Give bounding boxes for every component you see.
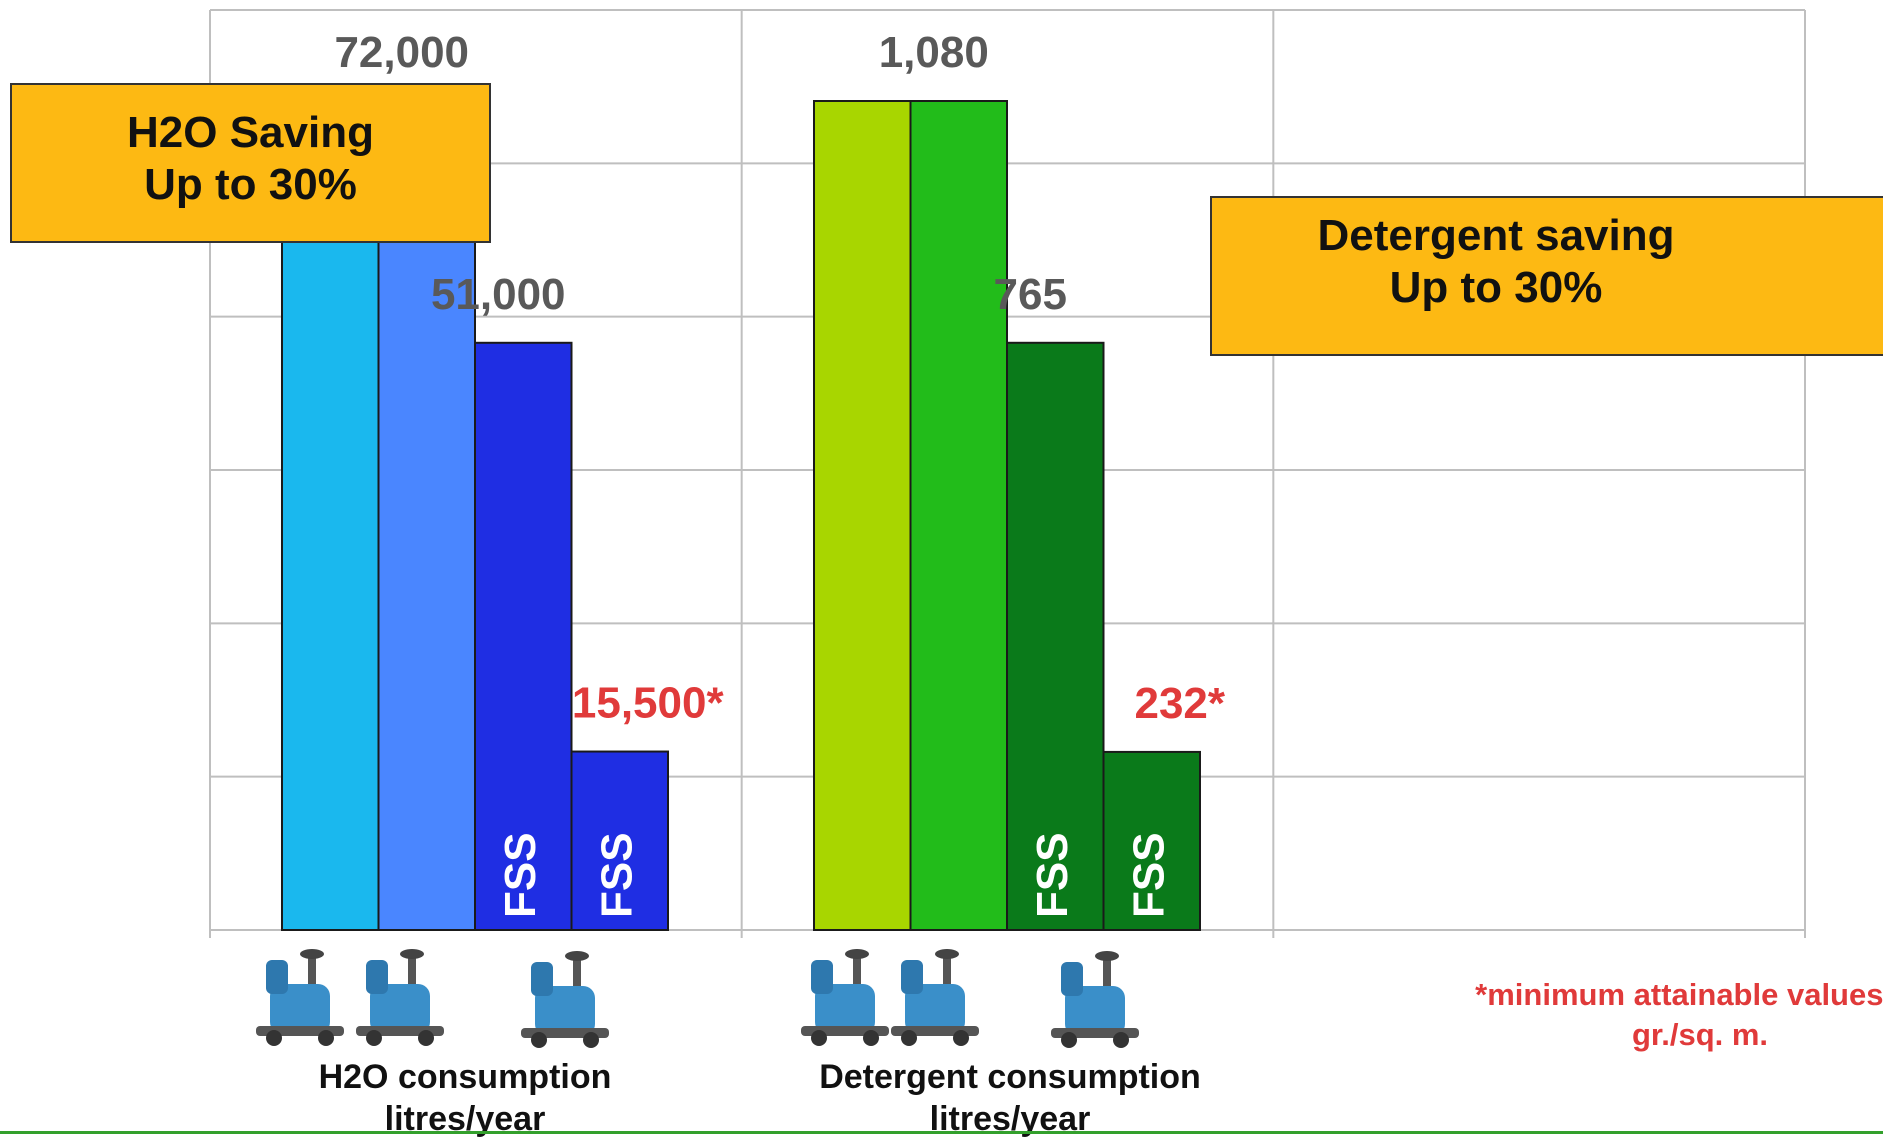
detergent-saving-percent: Up to 30% (1389, 263, 1603, 312)
ride-on-scrubber-icon (1051, 951, 1139, 1048)
bar-value-label: 51,000 (431, 270, 566, 319)
bar (909, 100, 1008, 931)
bar (1102, 750, 1201, 931)
detergent-saving-callout: Detergent saving Up to 30% (1210, 196, 1883, 356)
bar (813, 100, 912, 931)
h2o-saving-percent: Up to 30% (144, 160, 357, 209)
h2o-axis-label-line1: H2O consumption (318, 1058, 612, 1096)
bar (1006, 341, 1105, 931)
bar (474, 341, 573, 931)
bar-inner-label: FSS (1028, 832, 1077, 918)
chart-icons (256, 949, 1139, 1048)
bar (570, 750, 669, 931)
h2o-saving-title: H2O Saving (127, 108, 374, 157)
ride-on-scrubber-icon (521, 951, 609, 1048)
bar-value-label: 232* (1134, 679, 1225, 728)
bottom-divider (0, 1131, 1883, 1134)
bar-value-label: 15,500* (572, 679, 725, 728)
chart-labels: 72,000 51,000 FSS 15,500* FSS 1,080 765 FSS 232*… (334, 28, 1225, 918)
bar-value-label: 765 (994, 270, 1067, 319)
ride-on-scrubber-icon (891, 949, 979, 1046)
ride-on-scrubber-icon (356, 949, 444, 1046)
footnote: *minimum attainable values wi gr./sq. m. (1320, 975, 1883, 1055)
bar-inner-label: FSS (592, 832, 641, 918)
footnote-line1: *minimum attainable values wi (1475, 977, 1883, 1012)
footnote-line2: gr./sq. m. (1631, 1017, 1769, 1052)
ride-on-scrubber-icon (801, 949, 889, 1046)
detergent-saving-title: Detergent saving (1317, 211, 1675, 260)
bar-value-label: 1,080 (879, 28, 989, 77)
bar-inner-label: FSS (1124, 832, 1173, 918)
bar-inner-label: FSS (496, 832, 545, 918)
h2o-axis-label: H2O consumption litres/year (265, 1056, 665, 1140)
h2o-saving-callout: H2O Saving Up to 30% (10, 83, 491, 243)
detergent-axis-label: Detergent consumption litres/year (780, 1056, 1240, 1140)
detergent-axis-label-line1: Detergent consumption (819, 1058, 1201, 1096)
bar-value-label: 72,000 (334, 28, 469, 77)
ride-on-scrubber-icon (256, 949, 344, 1046)
